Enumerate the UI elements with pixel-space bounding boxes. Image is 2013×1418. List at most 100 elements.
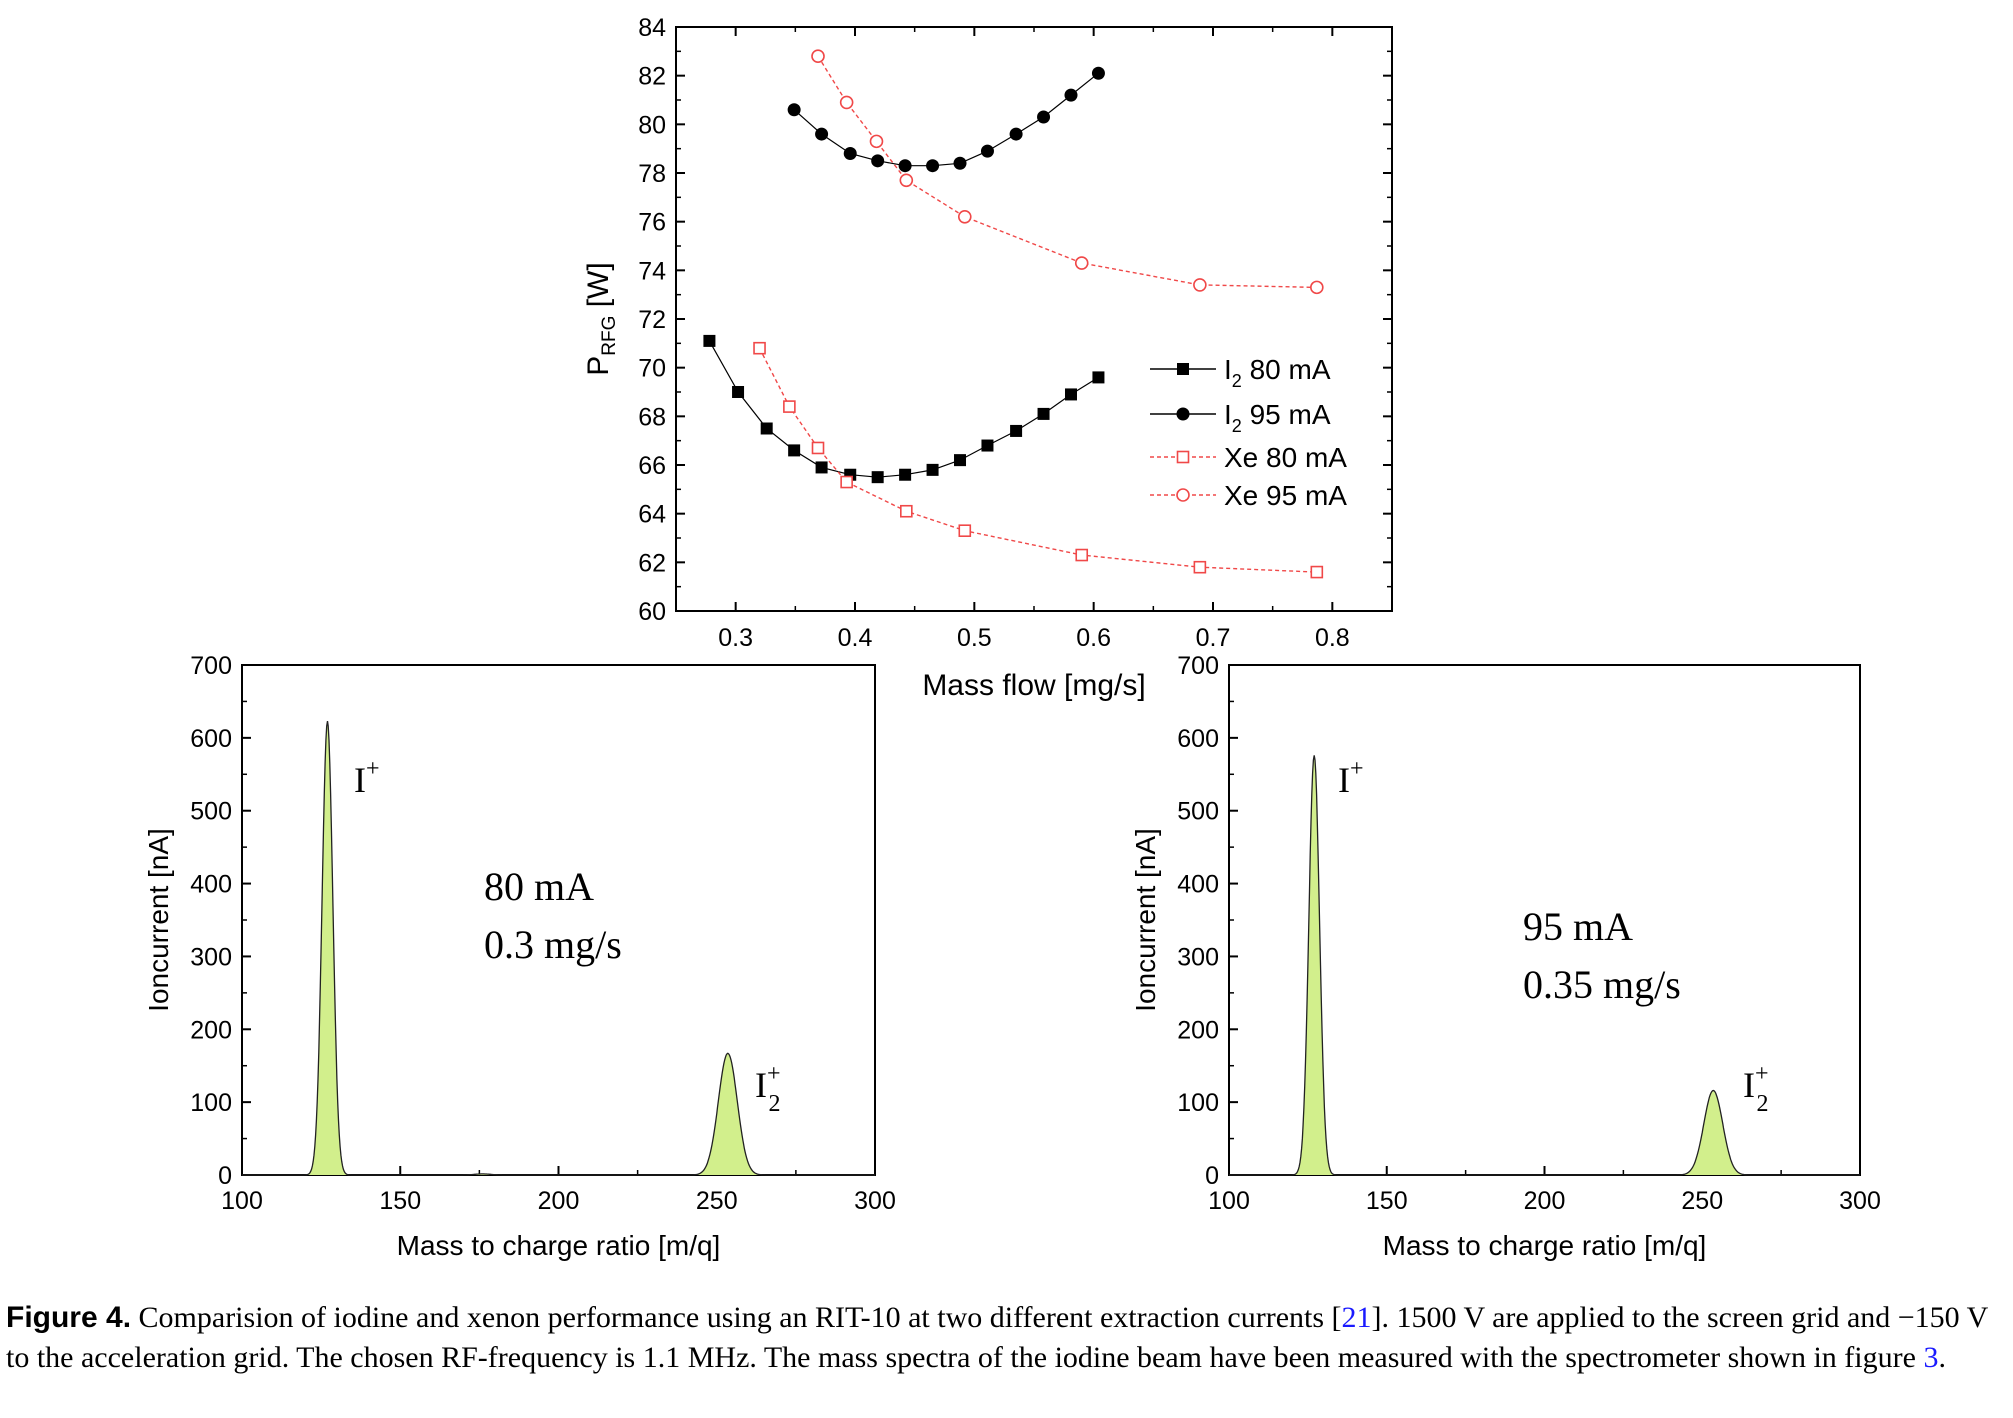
data-point — [900, 504, 913, 518]
y-tick-label: 72 — [638, 306, 666, 334]
y-tick-label: 78 — [638, 160, 666, 188]
y-tick-label: 100 — [190, 1089, 232, 1117]
x-axis-label: Mass to charge ratio [m/q] — [1383, 1230, 1707, 1261]
y-tick-label: 200 — [190, 1016, 232, 1044]
caption-text-1: Comparision of iodine and xenon performa… — [131, 1301, 1342, 1334]
caption-reference-21[interactable]: 21 — [1341, 1301, 1372, 1334]
y-tick-label: 70 — [638, 355, 666, 383]
data-point — [1092, 371, 1105, 384]
data-point — [787, 103, 801, 117]
y-tick-label: 300 — [1177, 943, 1219, 971]
caption-label: Figure 4. — [6, 1301, 132, 1334]
data-point — [1310, 280, 1324, 295]
y-tick-label: 0 — [1205, 1162, 1219, 1190]
data-point — [811, 441, 825, 455]
legend-marker — [1176, 488, 1190, 502]
data-point — [1074, 256, 1089, 270]
legend-label-main: I — [1224, 399, 1232, 430]
y-axis-label: PRFG [W] — [582, 262, 620, 375]
peak-label-sup: + — [1755, 1061, 1769, 1087]
caption-text-3: . — [1938, 1341, 1946, 1374]
data-point — [843, 147, 857, 161]
legend-label-main: Xe 80 mA — [1224, 442, 1347, 473]
data-point — [898, 159, 912, 173]
series-2 — [753, 341, 1324, 579]
legend-label: Xe 80 mA — [1224, 442, 1347, 473]
data-point — [980, 144, 994, 158]
y-tick-label: 66 — [638, 452, 666, 480]
x-tick-label: 0.3 — [718, 624, 753, 652]
condition-annotation-flow: 0.3 mg/s — [484, 922, 622, 967]
spectrum-line — [1229, 755, 1860, 1176]
series-0 — [703, 334, 1105, 484]
y-tick-label: 200 — [1177, 1016, 1219, 1044]
data-point — [815, 127, 829, 141]
x-axis-label: Mass to charge ratio [m/q] — [397, 1230, 721, 1261]
data-point — [811, 49, 825, 64]
y-axis-label-unit: [W] — [582, 262, 615, 315]
data-point — [1009, 127, 1023, 141]
data-point — [1064, 388, 1077, 401]
condition-annotation-current: 80 mA — [484, 864, 594, 909]
y-tick-label: 62 — [638, 549, 666, 577]
peak-label-sup: + — [366, 756, 380, 782]
x-tick-label: 0.7 — [1196, 624, 1231, 652]
peak-label-main: I — [1338, 760, 1350, 800]
peak-label-main: I — [755, 1065, 767, 1105]
y-tick-label: 64 — [638, 501, 666, 529]
series-3 — [811, 49, 1324, 295]
x-tick-label: 300 — [1839, 1187, 1881, 1215]
y-tick-label: 60 — [638, 598, 666, 626]
x-tick-label: 0.8 — [1315, 624, 1350, 652]
legend-label-main: Xe 95 mA — [1224, 480, 1347, 511]
x-tick-label: 200 — [1524, 1187, 1566, 1215]
data-point — [871, 154, 885, 168]
peak-label-i2-plus: I+ 2 — [755, 1061, 781, 1117]
y-tick-label: 500 — [1177, 798, 1219, 826]
condition-annotation-current: 95 mA — [1523, 904, 1633, 949]
legend-label-sub: 2 — [1232, 371, 1242, 391]
data-point — [869, 134, 884, 149]
peak-label-main: I — [354, 760, 366, 800]
y-tick-label: 76 — [638, 209, 666, 237]
legend-label: I2 95 mA — [1224, 399, 1331, 436]
condition-annotation-flow: 0.35 mg/s — [1523, 962, 1681, 1007]
x-axis-label: Mass flow [mg/s] — [922, 669, 1145, 702]
data-point — [953, 156, 967, 170]
x-tick-label: 100 — [221, 1187, 263, 1215]
caption-reference-figure-3[interactable]: 3 — [1923, 1341, 1939, 1374]
peak-label-i-plus: I+ — [354, 756, 380, 800]
data-point — [732, 386, 745, 398]
data-point — [871, 471, 884, 484]
y-tick-label: 600 — [190, 725, 232, 753]
data-point — [1193, 560, 1207, 574]
peak-label-sup: + — [767, 1061, 781, 1087]
figure-caption: Figure 4. Comparision of iodine and xeno… — [6, 1298, 2006, 1378]
x-tick-label: 250 — [1681, 1187, 1723, 1215]
x-tick-label: 150 — [379, 1187, 421, 1215]
mass-spectrum-95ma-chart: 100 150 200 250 3000100200300400500600700Mas… — [1130, 652, 1881, 1261]
x-tick-label: 300 — [854, 1187, 896, 1215]
legend-label-main: I — [1224, 354, 1232, 385]
data-point — [1010, 424, 1023, 437]
x-tick-label: 0.4 — [838, 624, 873, 652]
x-tick-label: 100 — [1208, 1187, 1250, 1215]
x-tick-label: 250 — [696, 1187, 738, 1215]
data-point — [839, 95, 854, 110]
legend-label-rest: 95 mA — [1242, 399, 1331, 430]
legend-marker — [1176, 450, 1190, 464]
data-point — [760, 422, 773, 435]
data-point — [783, 400, 796, 413]
series-line — [793, 72, 1099, 167]
data-point — [815, 461, 828, 474]
y-tick-label: 82 — [638, 63, 666, 91]
y-tick-label: 100 — [1177, 1089, 1219, 1117]
y-tick-label: 80 — [638, 111, 666, 139]
data-point — [1193, 278, 1207, 292]
y-axis-label-sub: RFG — [599, 316, 620, 356]
data-point — [1091, 66, 1105, 80]
peak-label-sub: 2 — [1757, 1091, 1769, 1117]
data-point — [926, 159, 940, 173]
legend-label-rest: 80 mA — [1242, 354, 1331, 385]
y-tick-label: 300 — [190, 943, 232, 971]
